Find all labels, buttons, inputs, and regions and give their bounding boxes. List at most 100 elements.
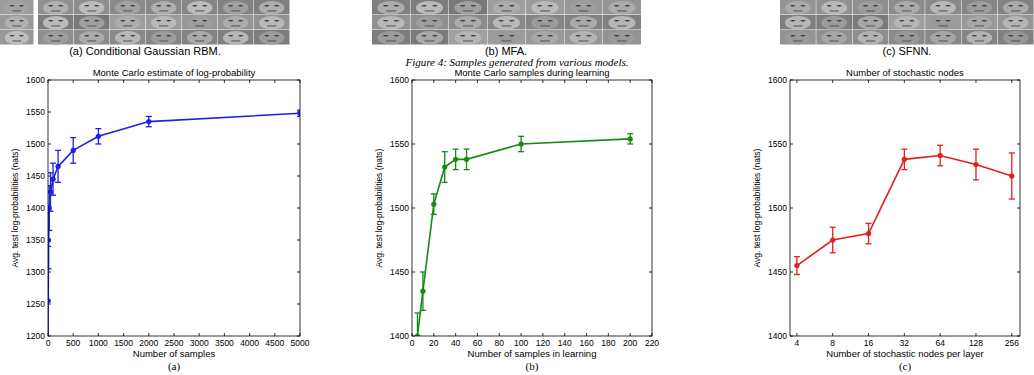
face-sample: [254, 15, 290, 30]
face-mouth: [386, 10, 396, 11]
face-eye: [936, 5, 941, 6]
face-eye: [837, 5, 842, 6]
face-mouth: [267, 25, 276, 26]
face-background: [74, 15, 110, 30]
x-axis-label: Number of samples in learning: [468, 348, 597, 359]
y-tick-label: 1600: [768, 75, 787, 85]
face-sample: [565, 30, 603, 45]
face-background: [110, 0, 146, 15]
x-tick: [975, 333, 976, 336]
face-mouth: [87, 10, 96, 11]
face-sample: [526, 30, 564, 45]
face-skin: [43, 16, 69, 30]
error-bar: [420, 272, 426, 310]
face-mouth: [579, 25, 589, 26]
error-cap: [518, 136, 524, 137]
face-sample: [962, 30, 998, 45]
face-mouth: [502, 25, 512, 26]
face-background: [411, 30, 449, 45]
y-tick-label: 1300: [26, 267, 45, 277]
x-tick: [1011, 80, 1012, 83]
face-mouth: [938, 25, 947, 26]
face-eye: [790, 20, 795, 21]
face-background: [254, 0, 290, 15]
face-mouth: [267, 40, 276, 41]
face-eye: [800, 5, 805, 6]
y-tick-label: 1450: [768, 267, 787, 277]
face-background: [218, 30, 254, 45]
face-background: [38, 30, 74, 45]
x-tick: [73, 80, 74, 83]
y-axis-label: Avg. test log-probabilities (nats): [752, 148, 762, 267]
error-cap: [464, 169, 470, 170]
face-eye: [422, 20, 427, 21]
face-background: [411, 0, 449, 15]
x-tick-label: 3500: [215, 338, 234, 348]
x-tick-label: 80: [495, 338, 505, 348]
face-mouth: [975, 25, 984, 26]
y-tick-label: 1400: [768, 331, 787, 341]
data-point: [146, 119, 151, 124]
x-tick: [904, 333, 905, 336]
data-point: [1009, 173, 1014, 178]
y-tick: [649, 272, 652, 273]
face-eye: [790, 35, 795, 36]
face-skin: [454, 1, 481, 15]
data-line: [797, 156, 1012, 266]
x-tick: [148, 80, 149, 83]
face-eye: [228, 5, 233, 6]
face-eye: [460, 5, 465, 6]
face-eye: [548, 20, 553, 21]
y-tick: [649, 144, 652, 145]
y-tick: [649, 208, 652, 209]
face-eye: [192, 20, 197, 21]
y-tick: [297, 272, 300, 273]
x-tick: [796, 80, 797, 83]
error-cap: [55, 182, 61, 183]
face-sample: [254, 30, 290, 45]
y-tick: [790, 272, 793, 273]
face-background: [182, 30, 218, 45]
y-tick: [48, 144, 51, 145]
face-eye: [827, 35, 832, 36]
y-tick: [412, 208, 415, 209]
x-tick: [174, 333, 175, 336]
x-tick-label: 5000: [291, 338, 310, 348]
face-background: [853, 0, 889, 15]
face-sample: [146, 30, 182, 45]
x-tick: [477, 80, 478, 83]
plot-area: [790, 80, 1020, 336]
face-eye: [48, 20, 53, 21]
error-cap: [453, 148, 459, 149]
y-tick: [1017, 144, 1020, 145]
face-eye: [19, 20, 24, 21]
x-tick-label: 100: [514, 338, 528, 348]
face-eye: [499, 20, 504, 21]
face-sample: [0, 15, 34, 30]
face-skin: [115, 1, 141, 15]
face-skin: [187, 16, 213, 30]
face-background: [372, 15, 410, 30]
face-mouth: [51, 25, 60, 26]
face-background: [603, 30, 641, 45]
face-mouth: [579, 10, 589, 11]
x-tick: [832, 80, 833, 83]
face-eye: [972, 5, 977, 6]
image-caption: (a) Conditional Gaussian RBM.: [69, 45, 221, 57]
face-skin: [1003, 31, 1029, 45]
face-eye: [946, 35, 951, 36]
face-sample: [146, 15, 182, 30]
face-eye: [156, 35, 161, 36]
x-tick-label: 20: [429, 338, 439, 348]
face-eye: [576, 5, 581, 6]
face-sample: [925, 15, 961, 30]
face-eye: [873, 35, 878, 36]
data-point: [48, 189, 53, 194]
error-cap: [431, 214, 437, 215]
error-cap: [146, 116, 152, 117]
face-skin: [454, 31, 481, 45]
face-mouth: [123, 40, 132, 41]
data-point: [48, 298, 51, 303]
face-background: [110, 15, 146, 30]
chart-title: Monte Carlo estimate of log-probability: [93, 67, 256, 78]
